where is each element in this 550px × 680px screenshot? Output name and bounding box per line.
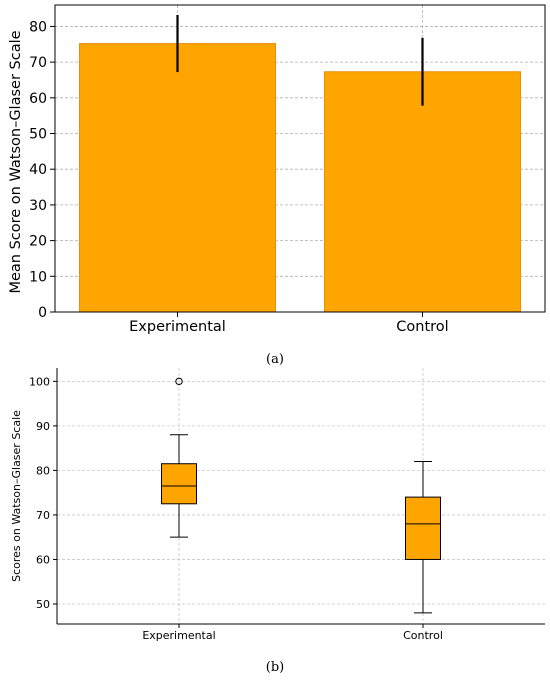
bar-control (324, 71, 521, 313)
bar-chart-axes (54, 4, 546, 313)
y-tick-label: 20 (29, 234, 47, 250)
box-plot-x-ticks: Experimental Control (142, 624, 443, 642)
box-plot-grid (57, 368, 545, 624)
bar-experimental (79, 43, 276, 313)
x-tick-label: Experimental (129, 319, 226, 335)
box-experimental (161, 377, 197, 538)
box-control (405, 460, 441, 614)
y-tick-label: 0 (38, 305, 47, 321)
y-tick-label: 50 (29, 127, 47, 143)
x-tick-label: Control (403, 629, 443, 642)
plot-frame (54, 4, 546, 313)
box-plot-boxes (161, 377, 441, 614)
outlier-point (175, 377, 183, 386)
box-plot-axes (56, 368, 545, 625)
box-plot-y-ticks: 50 60 70 80 90 100 (29, 375, 57, 611)
box-plot-y-axis-label: Scores on Watson–Glaser Scale (10, 410, 23, 582)
y-tick-label: 70 (29, 55, 47, 71)
bar-chart-error-bars (176, 14, 424, 106)
y-tick-label: 80 (36, 464, 50, 477)
y-tick-label: 60 (36, 553, 50, 566)
y-tick-label: 60 (29, 91, 47, 107)
caption-b-text: (b) (265, 660, 285, 675)
y-tick-label: 30 (29, 198, 47, 214)
caption-a: (a) (0, 348, 550, 367)
bar-chart-x-ticks: Experimental Control (129, 312, 449, 335)
y-tick-label: 100 (29, 375, 50, 388)
x-tick-label: Control (396, 319, 448, 335)
bar-chart-bars (79, 43, 521, 313)
y-tick-label: 50 (36, 598, 50, 611)
bar-chart: 0 10 20 30 40 50 60 70 80 Experimental Control Me… (8, 4, 546, 335)
bar-chart-y-ticks: 0 10 20 30 40 50 60 70 80 (29, 19, 55, 321)
caption-a-text: (a) (266, 352, 284, 367)
y-tick-label: 80 (29, 19, 47, 35)
box-iqr (161, 463, 197, 505)
bar-chart-y-axis-label: Mean Score on Watson–Glaser Scale (8, 30, 24, 293)
x-tick-label: Experimental (142, 629, 215, 642)
caption-b: (b) (0, 656, 550, 675)
box-plot: 50 60 70 80 90 100 Experimental Control Scores… (10, 368, 545, 642)
y-tick-label: 70 (36, 509, 50, 522)
y-tick-label: 10 (29, 269, 47, 285)
y-tick-label: 40 (29, 162, 47, 178)
box-iqr (405, 496, 441, 560)
y-tick-label: 90 (36, 420, 50, 433)
